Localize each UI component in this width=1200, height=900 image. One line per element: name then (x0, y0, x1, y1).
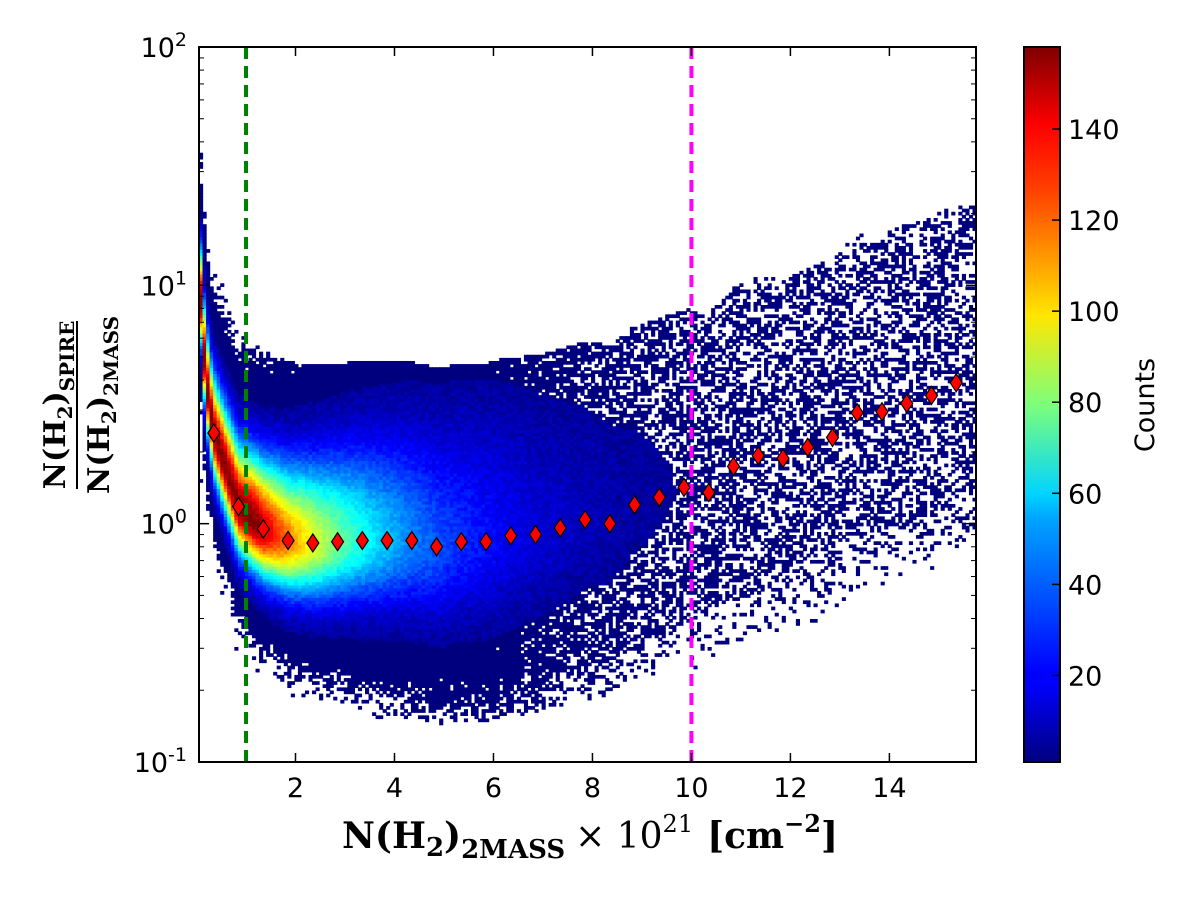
density-cell (206, 262, 210, 266)
density-cell (256, 358, 260, 362)
density-cell (238, 352, 242, 356)
density-cell (231, 345, 235, 349)
density-cell (263, 358, 267, 362)
density-cell (227, 324, 231, 328)
density-cell (227, 336, 231, 340)
density-cell (220, 575, 224, 579)
density-cell (217, 569, 221, 573)
density-cell (231, 600, 235, 604)
chart: 2 4 6 8 10 12 14 10-1100101102 N(H2)2MASS × 102… (0, 0, 1200, 900)
density-cell (203, 464, 207, 468)
density-cell (259, 352, 263, 356)
density-cell (206, 504, 210, 508)
density-cell (234, 330, 238, 334)
density-cell (210, 286, 214, 290)
density-cell (217, 305, 221, 309)
density-cell (206, 495, 210, 499)
density-cell (213, 302, 217, 306)
density-cell (252, 656, 256, 660)
density-cell (231, 333, 235, 337)
density-cell (234, 349, 238, 353)
density-cell (234, 355, 238, 359)
density-cell (227, 330, 231, 334)
density-cell (227, 317, 231, 321)
density-cell (231, 321, 235, 325)
density-cell (231, 613, 235, 617)
density-cell (224, 333, 228, 337)
density-cell (217, 286, 221, 290)
density-cell (210, 277, 214, 281)
density-cell (231, 339, 235, 343)
density-cell (224, 317, 228, 321)
density-cell (259, 647, 263, 651)
density-cell (234, 628, 238, 632)
density-cell (217, 554, 221, 558)
density-cell (227, 311, 231, 315)
density-cell (220, 283, 224, 287)
density-cell (248, 644, 252, 648)
density-cell (252, 641, 256, 645)
density-cell (234, 647, 238, 651)
density-cell (203, 224, 207, 228)
density-cell (231, 607, 235, 611)
density-cell (256, 364, 260, 368)
density-cell (263, 367, 267, 371)
density-cell (217, 311, 221, 315)
density-cell (248, 358, 252, 362)
density-cell (203, 454, 207, 458)
density-cell (220, 591, 224, 595)
density-cell (213, 544, 217, 548)
density-cell (220, 317, 224, 321)
density-cell (220, 305, 224, 309)
density-cell (220, 296, 224, 300)
density-cell (252, 361, 256, 365)
density-cell (220, 311, 224, 315)
density-cell (256, 669, 260, 673)
density-cell (263, 659, 267, 663)
density-cell (224, 585, 228, 589)
density-cell (213, 274, 217, 278)
density-histogram (199, 153, 977, 726)
density-cell (217, 296, 221, 300)
density-cell (252, 349, 256, 353)
density-cell (224, 299, 228, 303)
density-cell (238, 619, 242, 623)
density-cell (231, 591, 235, 595)
density-cell (256, 345, 260, 349)
density-cell (213, 293, 217, 297)
density-cell (248, 349, 252, 353)
density-cell (206, 249, 210, 253)
density-cell (245, 631, 249, 635)
density-cell (238, 361, 242, 365)
density-cell (238, 631, 242, 635)
